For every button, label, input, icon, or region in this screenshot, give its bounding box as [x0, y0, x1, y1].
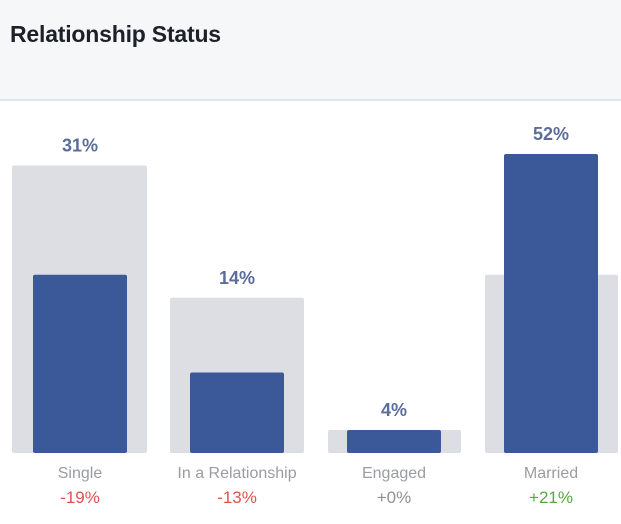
value-label: 31%: [62, 136, 98, 156]
bar: [504, 154, 598, 453]
card-title: Relationship Status: [10, 21, 221, 47]
card-header: Relationship Status: [0, 0, 621, 101]
category-label: In a Relationship: [177, 465, 296, 482]
category-label: Single: [58, 465, 103, 482]
value-label: 4%: [381, 400, 407, 420]
bar: [33, 274, 127, 453]
category-label: Engaged: [362, 465, 426, 482]
delta-label: -19%: [60, 488, 100, 507]
bar: [190, 372, 284, 453]
category-label: Married: [524, 465, 578, 482]
delta-label: -13%: [217, 488, 257, 507]
delta-label: +21%: [529, 488, 573, 507]
value-label: 52%: [533, 124, 569, 144]
value-label: 14%: [219, 268, 255, 288]
bar: [347, 430, 441, 453]
delta-label: +0%: [377, 488, 412, 507]
